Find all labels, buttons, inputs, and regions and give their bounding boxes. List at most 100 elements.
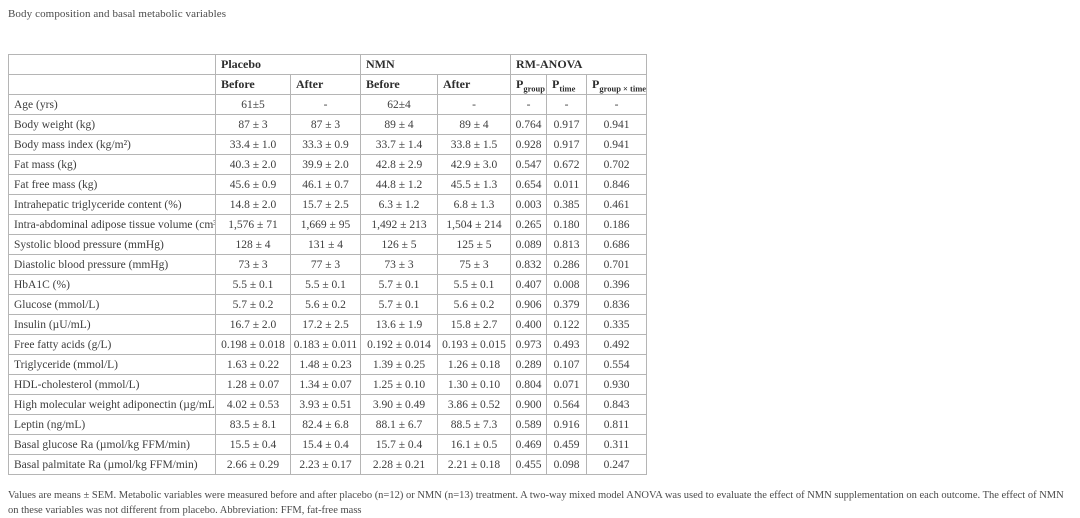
row-label: Basal glucose Ra (µmol/kg FFM/min): [8, 434, 216, 455]
cell-value: 0.928: [510, 134, 548, 155]
cell-value: 15.5 ± 0.4: [215, 434, 291, 455]
cell-value: 131 ± 4: [290, 234, 361, 255]
cell-value: 5.7 ± 0.1: [360, 274, 438, 295]
cell-value: 1.34 ± 0.07: [290, 374, 361, 395]
cell-value: 5.5 ± 0.1: [290, 274, 361, 295]
cell-value: 2.21 ± 0.18: [436, 454, 512, 475]
cell-value: 5.7 ± 0.2: [215, 294, 291, 315]
cell-value: 0.379: [546, 294, 588, 315]
cell-value: 16.7 ± 2.0: [215, 314, 291, 335]
cell-value: 1.25 ± 0.10: [360, 374, 438, 395]
cell-value: 0.930: [586, 374, 648, 395]
p-sub: group: [523, 83, 545, 94]
cell-value: 128 ± 4: [215, 234, 291, 255]
row-label: Intrahepatic triglyceride content (%): [8, 194, 216, 215]
cell-value: 0.941: [586, 114, 648, 135]
table-footnote: Values are means ± SEM. Metabolic variab…: [8, 490, 1064, 516]
cell-value: 0.941: [586, 134, 648, 155]
cell-value: 88.1 ± 6.7: [360, 414, 438, 435]
cell-value: 1,669 ± 95: [290, 214, 361, 235]
cell-value: 0.654: [510, 174, 548, 195]
cell-value: 33.3 ± 0.9: [290, 134, 361, 155]
cell-value: 42.8 ± 2.9: [360, 154, 438, 175]
cell-value: 15.8 ± 2.7: [436, 314, 512, 335]
table-row: Triglyceride (mmol/L) 1.63 ± 0.22 1.48 ± 0…: [8, 354, 648, 375]
table-row: HbA1C (%) 5.5 ± 0.1 5.5 ± 0.1 5.7 ± 0.1 5.5 …: [8, 274, 648, 295]
cell-value: 0.122: [546, 314, 588, 335]
table-row: High molecular weight adiponectin (µg/mL…: [8, 394, 648, 415]
cell-value: 1.39 ± 0.25: [360, 354, 438, 375]
cell-value: 40.3 ± 2.0: [215, 154, 291, 175]
cell-value: 1.26 ± 0.18: [436, 354, 512, 375]
cell-value: 89 ± 4: [360, 114, 438, 135]
cell-value: -: [436, 94, 512, 115]
cell-value: -: [586, 94, 648, 115]
subheader-p-group-x-time: Pgroup × time: [586, 74, 648, 95]
cell-value: 0.180: [546, 214, 588, 235]
cell-value: 33.7 ± 1.4: [360, 134, 438, 155]
row-label: Leptin (ng/mL): [8, 414, 216, 435]
cell-value: 0.011: [546, 174, 588, 195]
table-row: Intrahepatic triglyceride content (%) 14.…: [8, 194, 648, 215]
table-row: Body weight (kg) 87 ± 3 87 ± 3 89 ± 4 89 ± 4…: [8, 114, 648, 135]
cell-value: -: [290, 94, 361, 115]
cell-value: 0.832: [510, 254, 548, 275]
metabolic-variables-table: Placebo NMN RM-ANOVA Before After Before…: [8, 54, 648, 475]
cell-value: 0.906: [510, 294, 548, 315]
cell-value: 0.764: [510, 114, 548, 135]
cell-value: 5.5 ± 0.1: [215, 274, 291, 295]
cell-value: 6.8 ± 1.3: [436, 194, 512, 215]
cell-value: 125 ± 5: [436, 234, 512, 255]
row-label: Age (yrs): [8, 94, 216, 115]
cell-value: 1,576 ± 71: [215, 214, 291, 235]
cell-value: 15.7 ± 0.4: [360, 434, 438, 455]
cell-value: 3.90 ± 0.49: [360, 394, 438, 415]
row-label: Diastolic blood pressure (mmHg): [8, 254, 216, 275]
table-row: Free fatty acids (g/L) 0.198 ± 0.018 0.183…: [8, 334, 648, 355]
cell-value: 1.63 ± 0.22: [215, 354, 291, 375]
cell-value: 87 ± 3: [215, 114, 291, 135]
table-row: Intra-abdominal adipose tissue volume (c…: [8, 214, 648, 235]
group-header-nmn: NMN: [359, 54, 512, 75]
cell-value: 0.493: [546, 334, 588, 355]
row-label: Body weight (kg): [8, 114, 216, 135]
row-label: Intra-abdominal adipose tissue volume (c…: [8, 214, 216, 235]
subheader-p-time: Ptime: [546, 74, 588, 95]
cell-value: 0.461: [586, 194, 648, 215]
cell-value: 0.289: [510, 354, 548, 375]
table-row: Glucose (mmol/L) 5.7 ± 0.2 5.6 ± 0.2 5.7 ± …: [8, 294, 648, 315]
p-base: P: [592, 77, 600, 91]
table-row: Basal glucose Ra (µmol/kg FFM/min) 15.5 ±…: [8, 434, 648, 455]
row-label: Insulin (µU/mL): [8, 314, 216, 335]
cell-value: 0.089: [510, 234, 548, 255]
cell-value: 1,492 ± 213: [360, 214, 438, 235]
cell-value: 0.459: [546, 434, 588, 455]
cell-value: 0.917: [546, 134, 588, 155]
row-label: Free fatty acids (g/L): [8, 334, 216, 355]
cell-value: 0.183 ± 0.011: [290, 334, 361, 355]
cell-value: 73 ± 3: [215, 254, 291, 275]
row-label: Fat mass (kg): [8, 154, 216, 175]
cell-value: 5.7 ± 0.1: [360, 294, 438, 315]
cell-value: 0.547: [510, 154, 548, 175]
row-label: HDL-cholesterol (mmol/L): [8, 374, 216, 395]
cell-value: 0.311: [586, 434, 648, 455]
cell-value: 0.973: [510, 334, 548, 355]
cell-value: 0.198 ± 0.018: [215, 334, 291, 355]
cell-value: 0.843: [586, 394, 648, 415]
cell-value: 0.071: [546, 374, 588, 395]
cell-value: 45.5 ± 1.3: [436, 174, 512, 195]
cell-value: -: [546, 94, 588, 115]
cell-value: 1.28 ± 0.07: [215, 374, 291, 395]
cell-value: 1.48 ± 0.23: [290, 354, 361, 375]
cell-value: 5.6 ± 0.2: [436, 294, 512, 315]
cell-value: 83.5 ± 8.1: [215, 414, 291, 435]
cell-value: 73 ± 3: [360, 254, 438, 275]
cell-value: 88.5 ± 7.3: [436, 414, 512, 435]
cell-value: 0.107: [546, 354, 588, 375]
row-label: HbA1C (%): [8, 274, 216, 295]
cell-value: 0.396: [586, 274, 648, 295]
cell-value: 15.7 ± 2.5: [290, 194, 361, 215]
page-title: Body composition and basal metabolic var…: [8, 8, 227, 20]
cell-value: 5.5 ± 0.1: [436, 274, 512, 295]
